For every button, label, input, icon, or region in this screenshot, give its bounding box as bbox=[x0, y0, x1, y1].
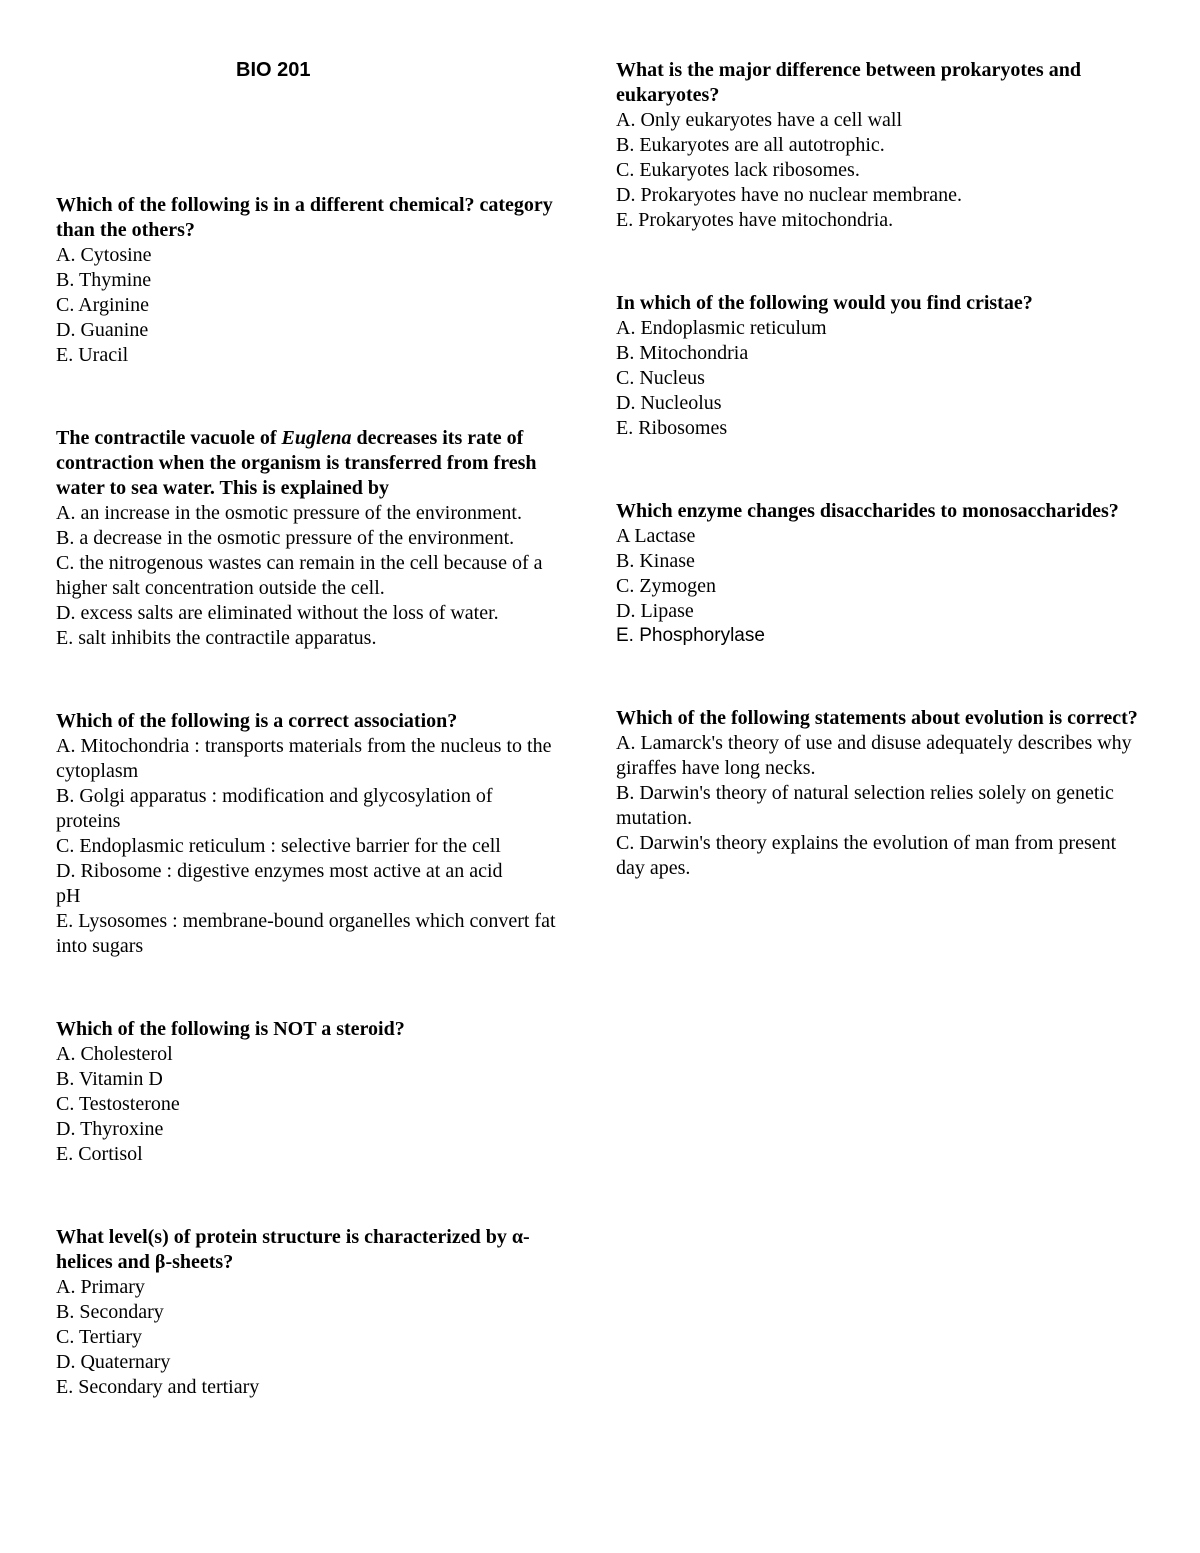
option: D. Guanine bbox=[56, 318, 584, 343]
option: C. Darwin's theory explains the evolutio… bbox=[616, 831, 1144, 881]
option: E. Cortisol bbox=[56, 1142, 584, 1167]
option: C. Endoplasmic reticulum : selective bar… bbox=[56, 834, 584, 859]
option: C. Nucleus bbox=[616, 366, 1144, 391]
option: B. Secondary bbox=[56, 1300, 584, 1325]
option: E. Phosphorylase bbox=[616, 624, 1144, 648]
question-5: What level(s) of protein structure is ch… bbox=[56, 1225, 584, 1400]
option: A. Cytosine bbox=[56, 243, 584, 268]
option: B. a decrease in the osmotic pressure of… bbox=[56, 526, 584, 551]
question-prompt: What level(s) of protein structure is ch… bbox=[56, 1225, 584, 1275]
option: B. Kinase bbox=[616, 549, 1144, 574]
option: E. Ribosomes bbox=[616, 416, 1144, 441]
option: A. Lamarck's theory of use and disuse ad… bbox=[616, 731, 1144, 781]
option: E. Prokaryotes have mitochondria. bbox=[616, 208, 1144, 233]
question-7: In which of the following would you find… bbox=[616, 291, 1144, 441]
course-title: BIO 201 bbox=[236, 58, 584, 83]
question-9: Which of the following statements about … bbox=[616, 706, 1144, 881]
option: A. Cholesterol bbox=[56, 1042, 584, 1067]
option: B. Eukaryotes are all autotrophic. bbox=[616, 133, 1144, 158]
option: A. an increase in the osmotic pressure o… bbox=[56, 501, 584, 526]
option: D. Quaternary bbox=[56, 1350, 584, 1375]
option: C. the nitrogenous wastes can remain in … bbox=[56, 551, 584, 601]
option: A. Mitochondria : transports materials f… bbox=[56, 734, 584, 784]
option: A Lactase bbox=[616, 524, 1144, 549]
question-prompt: In which of the following would you find… bbox=[616, 291, 1144, 316]
options-list: A. an increase in the osmotic pressure o… bbox=[56, 501, 584, 651]
options-list: A. Endoplasmic reticulumB. MitochondriaC… bbox=[616, 316, 1144, 441]
question-prompt: Which of the following is in a different… bbox=[56, 193, 584, 243]
option: C. Arginine bbox=[56, 293, 584, 318]
question-prompt: Which of the following statements about … bbox=[616, 706, 1144, 731]
question-prompt: Which of the following is NOT a steroid? bbox=[56, 1017, 584, 1042]
options-list: A. CytosineB. ThymineC. ArginineD. Guani… bbox=[56, 243, 584, 368]
questions-container: Which of the following is in a different… bbox=[56, 58, 1144, 1513]
question-6: What is the major difference between pro… bbox=[616, 58, 1144, 233]
option: E. Uracil bbox=[56, 343, 584, 368]
option: A. Only eukaryotes have a cell wall bbox=[616, 108, 1144, 133]
question-4: Which of the following is NOT a steroid?… bbox=[56, 1017, 584, 1167]
option: C. Eukaryotes lack ribosomes. bbox=[616, 158, 1144, 183]
question-prompt: Which enzyme changes disaccharides to mo… bbox=[616, 499, 1144, 524]
question-2: The contractile vacuole of Euglena decre… bbox=[56, 426, 584, 651]
options-list: A. Only eukaryotes have a cell wallB. Eu… bbox=[616, 108, 1144, 233]
option: D. Prokaryotes have no nuclear membrane. bbox=[616, 183, 1144, 208]
option: B. Mitochondria bbox=[616, 341, 1144, 366]
question-prompt: What is the major difference between pro… bbox=[616, 58, 1144, 108]
option: A. Primary bbox=[56, 1275, 584, 1300]
option: C. Tertiary bbox=[56, 1325, 584, 1350]
options-list: A. Mitochondria : transports materials f… bbox=[56, 734, 584, 959]
question-1: Which of the following is in a different… bbox=[56, 193, 584, 368]
options-list: A. PrimaryB. SecondaryC. TertiaryD. Quat… bbox=[56, 1275, 584, 1400]
option: D. Nucleolus bbox=[616, 391, 1144, 416]
option: D. excess salts are eliminated without t… bbox=[56, 601, 584, 626]
options-list: A LactaseB. KinaseC. ZymogenD. LipaseE. … bbox=[616, 524, 1144, 648]
option: A. Endoplasmic reticulum bbox=[616, 316, 1144, 341]
question-prompt: The contractile vacuole of Euglena decre… bbox=[56, 426, 584, 501]
options-list: A. Lamarck's theory of use and disuse ad… bbox=[616, 731, 1144, 881]
option: D. Ribosome : digestive enzymes most act… bbox=[56, 859, 584, 909]
option: B. Golgi apparatus : modification and gl… bbox=[56, 784, 584, 834]
option: C. Testosterone bbox=[56, 1092, 584, 1117]
option: B. Darwin's theory of natural selection … bbox=[616, 781, 1144, 831]
option: D. Lipase bbox=[616, 599, 1144, 624]
question-8: Which enzyme changes disaccharides to mo… bbox=[616, 499, 1144, 648]
option: C. Zymogen bbox=[616, 574, 1144, 599]
question-3: Which of the following is a correct asso… bbox=[56, 709, 584, 959]
option: E. Secondary and tertiary bbox=[56, 1375, 584, 1400]
option: E. salt inhibits the contractile apparat… bbox=[56, 626, 584, 651]
option: D. Thyroxine bbox=[56, 1117, 584, 1142]
option: B. Vitamin D bbox=[56, 1067, 584, 1092]
option: B. Thymine bbox=[56, 268, 584, 293]
option: E. Lysosomes : membrane-bound organelles… bbox=[56, 909, 584, 959]
options-list: A. CholesterolB. Vitamin DC. Testosteron… bbox=[56, 1042, 584, 1167]
exam-page: BIO 201 Which of the following is in a d… bbox=[0, 0, 1200, 1553]
question-prompt: Which of the following is a correct asso… bbox=[56, 709, 584, 734]
